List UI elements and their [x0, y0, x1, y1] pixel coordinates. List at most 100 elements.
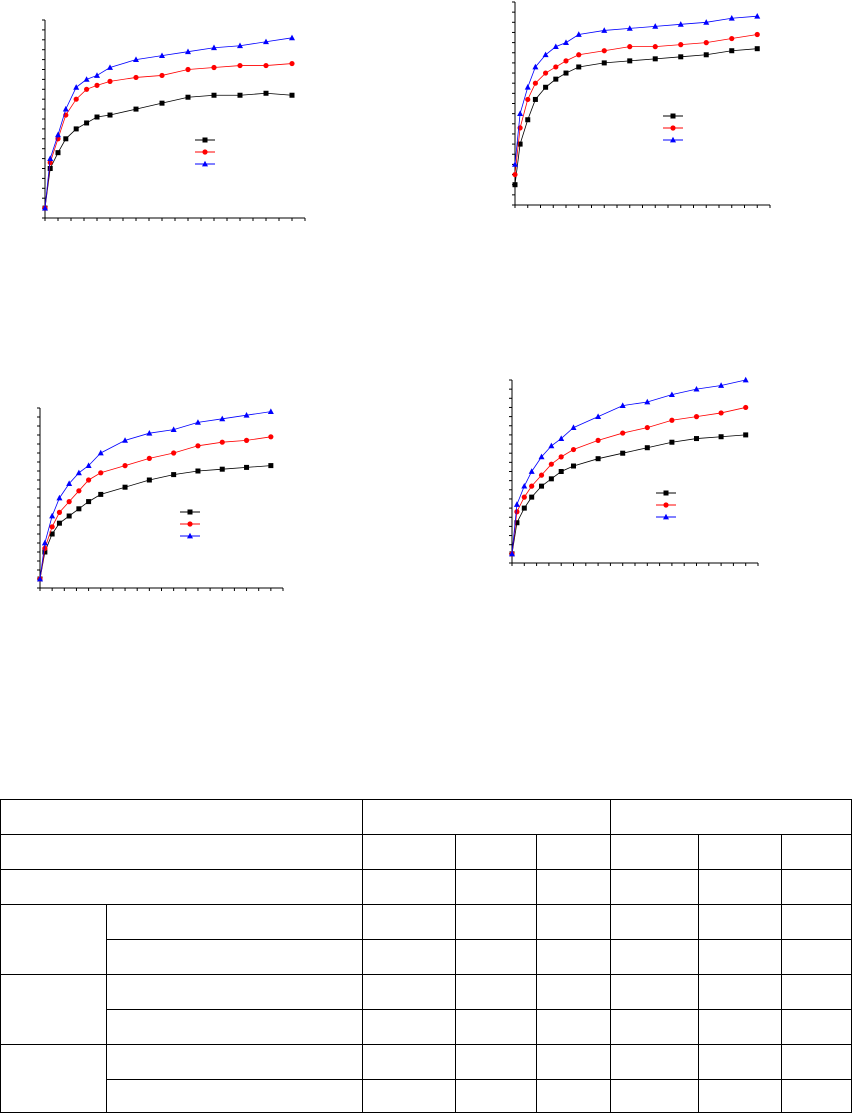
marker — [159, 52, 165, 59]
marker — [66, 499, 72, 505]
marker — [548, 442, 555, 449]
marker — [219, 466, 225, 472]
marker — [517, 110, 524, 117]
marker — [678, 54, 684, 60]
marker — [619, 402, 626, 409]
marker — [652, 23, 659, 29]
marker — [601, 60, 607, 66]
marker — [107, 112, 113, 118]
chart — [42, 19, 306, 221]
marker — [703, 19, 710, 25]
marker — [219, 415, 226, 422]
marker — [693, 414, 700, 420]
table-border — [0, 799, 852, 1113]
marker — [620, 450, 626, 456]
marker — [548, 461, 554, 467]
marker — [187, 509, 193, 515]
marker — [133, 56, 139, 62]
marker — [524, 84, 531, 90]
marker — [521, 494, 527, 500]
marker — [49, 512, 56, 519]
marker — [202, 149, 208, 155]
marker — [49, 524, 55, 530]
marker — [595, 456, 601, 462]
series-line — [39, 465, 271, 580]
marker — [84, 120, 90, 126]
marker — [644, 445, 650, 451]
marker — [571, 463, 576, 469]
marker — [55, 150, 61, 156]
marker — [94, 72, 100, 78]
marker — [55, 136, 61, 142]
marker — [532, 63, 539, 70]
marker — [84, 86, 90, 92]
marker — [703, 40, 709, 46]
marker — [532, 96, 538, 102]
marker — [56, 494, 63, 501]
marker — [37, 575, 43, 582]
marker — [243, 412, 250, 418]
marker — [211, 92, 217, 98]
chart — [512, 1, 771, 208]
marker — [211, 44, 217, 51]
marker — [729, 48, 735, 54]
marker — [146, 430, 153, 436]
marker — [289, 92, 295, 98]
marker — [668, 391, 675, 398]
marker — [187, 532, 193, 539]
marker — [267, 408, 274, 414]
marker — [718, 410, 724, 416]
marker — [663, 490, 669, 496]
marker — [563, 70, 569, 76]
marker — [514, 520, 520, 526]
marker — [548, 476, 554, 482]
marker — [576, 64, 582, 70]
marker — [626, 25, 633, 31]
marker — [289, 34, 295, 41]
marker — [122, 437, 129, 443]
marker — [570, 424, 577, 430]
marker — [677, 21, 684, 27]
marker — [202, 137, 208, 143]
marker — [529, 483, 535, 489]
marker — [670, 136, 676, 143]
marker — [107, 64, 113, 70]
marker — [601, 48, 607, 54]
marker — [47, 155, 54, 161]
marker — [97, 449, 104, 456]
marker — [47, 159, 53, 166]
marker — [512, 182, 518, 188]
marker — [94, 114, 100, 120]
marker — [595, 413, 602, 419]
marker — [558, 469, 564, 474]
marker — [525, 96, 531, 103]
marker — [146, 477, 152, 483]
marker — [211, 64, 217, 71]
marker — [56, 520, 62, 526]
marker — [98, 491, 104, 497]
marker — [718, 382, 725, 388]
marker — [754, 46, 760, 52]
marker — [729, 35, 735, 42]
marker — [42, 545, 48, 552]
marker — [268, 463, 274, 469]
marker — [512, 161, 518, 167]
marker — [532, 80, 539, 86]
marker — [122, 463, 128, 469]
marker — [575, 31, 582, 37]
marker — [159, 100, 165, 106]
marker — [83, 76, 90, 82]
marker — [543, 84, 549, 90]
marker — [244, 464, 250, 470]
marker — [627, 44, 633, 50]
marker — [728, 15, 735, 21]
marker — [521, 505, 527, 511]
table — [0, 799, 852, 1113]
marker — [94, 82, 100, 88]
marker — [237, 92, 243, 98]
marker — [644, 424, 650, 431]
marker — [133, 74, 139, 81]
marker — [528, 468, 535, 474]
